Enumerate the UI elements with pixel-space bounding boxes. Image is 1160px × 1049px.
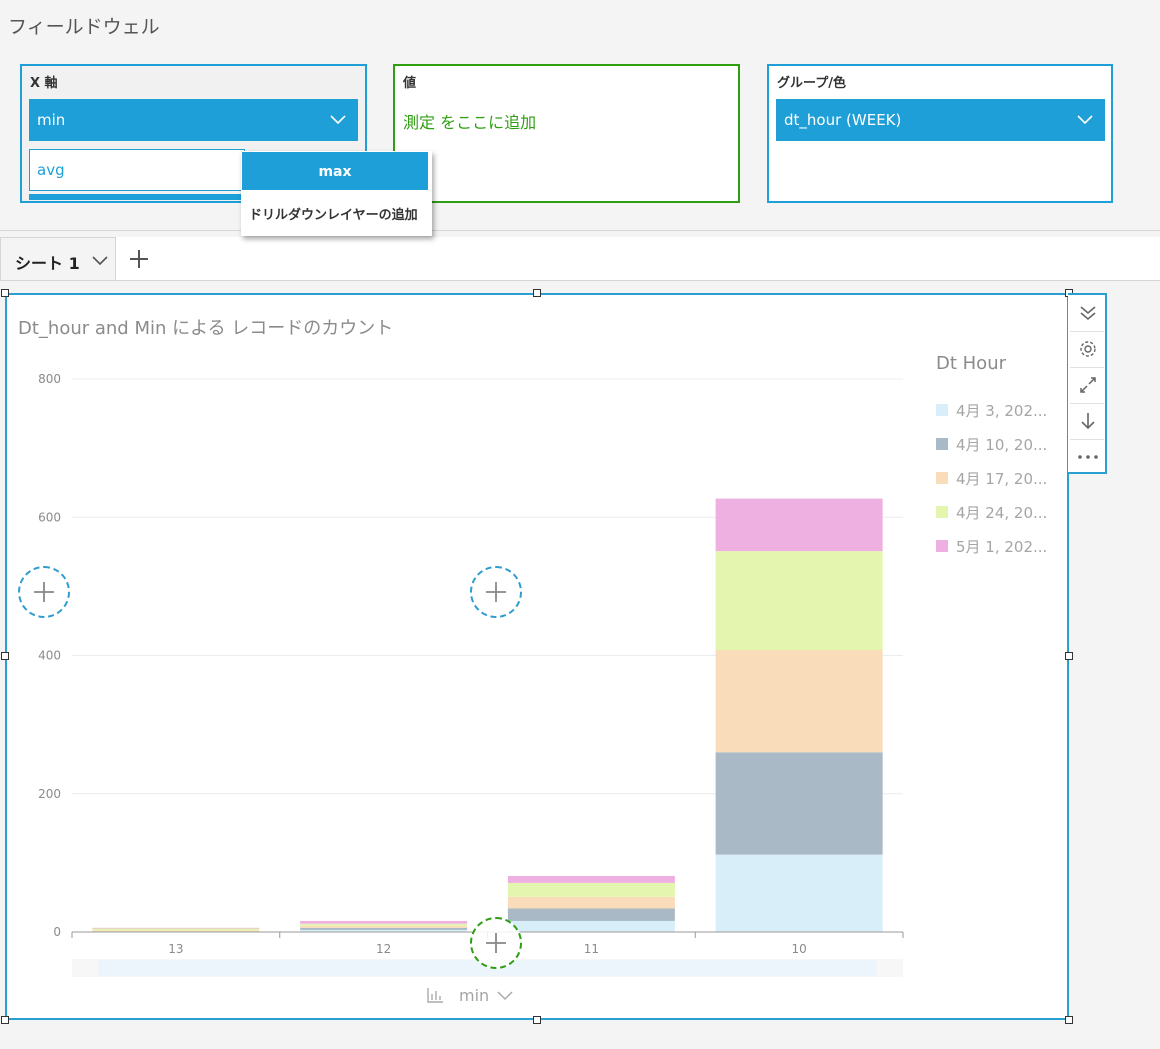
- resize-handle[interactable]: [1065, 652, 1073, 660]
- x-axis-field-indicator: [29, 194, 245, 200]
- x-tick-label: 13: [168, 942, 183, 956]
- resize-handle[interactable]: [1, 652, 9, 660]
- legend-label: 4月 10, 20...: [956, 435, 1048, 454]
- bar-segment: [92, 928, 260, 931]
- legend-item[interactable]: 4月 3, 202...: [936, 400, 1047, 420]
- resize-handle[interactable]: [1065, 1016, 1073, 1024]
- add-visual-left-icon[interactable]: [18, 566, 70, 618]
- legend-label: 4月 24, 20...: [956, 503, 1048, 522]
- value-well[interactable]: 値 測定 をここに追加: [393, 64, 740, 203]
- y-tick-label: 800: [38, 372, 61, 386]
- tab-label: シート 1: [15, 254, 80, 273]
- legend-swatch: [936, 540, 948, 552]
- x-axis-field-pill[interactable]: min: [29, 99, 358, 141]
- bar-segment: [507, 896, 675, 909]
- bar-segment: [300, 927, 468, 930]
- group-well-label: グループ/色: [777, 76, 846, 91]
- legend-label: 5月 1, 202...: [956, 537, 1048, 556]
- x-tick-label: 10: [791, 942, 806, 956]
- bar-segment: [507, 920, 675, 932]
- legend-swatch: [936, 438, 948, 450]
- tabbar-divider: [0, 230, 1160, 231]
- bar-segment: [715, 551, 883, 650]
- expand-icon[interactable]: [1072, 369, 1104, 401]
- gear-icon[interactable]: [1072, 333, 1104, 365]
- y-tick-label: 600: [38, 510, 61, 524]
- chevron-down-icon: [497, 991, 513, 1001]
- tabbar-background: [116, 237, 1160, 280]
- x-axis-secondary-field[interactable]: avg: [29, 149, 245, 191]
- chevron-down-icon[interactable]: [91, 252, 109, 268]
- add-visual-bottom-icon[interactable]: [470, 917, 522, 969]
- tab-sheet-1[interactable]: シート 1: [0, 237, 116, 280]
- x-axis-field-selector[interactable]: min: [425, 984, 513, 1006]
- legend-label: 4月 3, 202...: [956, 401, 1048, 420]
- x-tick-label: 12: [376, 942, 391, 956]
- chevron-down-icon[interactable]: [1077, 111, 1093, 127]
- bar-segment: [300, 929, 468, 932]
- sort-icon: [427, 988, 443, 1003]
- bar-segment: [507, 876, 675, 883]
- legend-item[interactable]: 5月 1, 202...: [936, 536, 1047, 556]
- chart-scrollbar-thumb[interactable]: [98, 960, 877, 976]
- bar-segment: [715, 854, 883, 932]
- collapse-icon[interactable]: [1072, 297, 1104, 329]
- x-tick-label: 11: [584, 942, 599, 956]
- bar-segment: [300, 925, 468, 928]
- resize-handle[interactable]: [533, 1016, 541, 1024]
- add-drill-down-layer-option[interactable]: ドリルダウンレイヤーの追加: [249, 208, 418, 223]
- visual-toolbar: [1068, 293, 1107, 474]
- resize-handle[interactable]: [1, 289, 9, 297]
- group-field-label: dt_hour (WEEK): [784, 111, 902, 129]
- bar-segment: [507, 882, 675, 897]
- dropdown-option-max[interactable]: max: [241, 151, 429, 191]
- legend-swatch: [936, 506, 948, 518]
- group-field-pill[interactable]: dt_hour (WEEK): [776, 99, 1105, 141]
- x-axis-well-label: X 軸: [30, 76, 58, 91]
- y-tick-label: 400: [38, 649, 61, 663]
- value-well-label: 値: [403, 76, 417, 91]
- more-options-icon[interactable]: [1072, 441, 1104, 473]
- bar-segment: [715, 649, 883, 753]
- add-sheet-icon[interactable]: [128, 248, 150, 270]
- chart-title[interactable]: Dt_hour and Min による レコードのカウント: [18, 318, 394, 339]
- y-tick-label: 0: [53, 925, 61, 939]
- value-well-placeholder: 測定 をここに追加: [403, 113, 537, 132]
- tabbar-bottom-border: [0, 280, 1160, 281]
- y-tick-label: 200: [38, 787, 61, 801]
- legend-item[interactable]: 4月 17, 20...: [936, 468, 1047, 488]
- resize-handle[interactable]: [1, 1016, 9, 1024]
- download-icon[interactable]: [1072, 405, 1104, 437]
- bar-segment: [300, 923, 468, 926]
- x-axis-footer-label: min: [459, 985, 490, 1005]
- bar-segment: [300, 920, 468, 924]
- resize-handle[interactable]: [533, 289, 541, 297]
- chevron-down-icon[interactable]: [330, 111, 346, 127]
- legend-swatch: [936, 404, 948, 416]
- add-visual-center-icon[interactable]: [470, 566, 522, 618]
- x-axis-field-label: min: [37, 111, 66, 129]
- field-dropdown-menu: max ドリルダウンレイヤーの追加: [241, 151, 432, 236]
- bar-segment: [92, 930, 260, 932]
- legend-item[interactable]: 4月 10, 20...: [936, 434, 1047, 454]
- bar-segment: [715, 498, 883, 552]
- legend-title: Dt Hour: [936, 353, 1006, 374]
- group-well[interactable]: グループ/色 dt_hour (WEEK): [767, 64, 1113, 203]
- bar-segment: [715, 752, 883, 855]
- field-wells-title: フィールドウェル: [8, 16, 160, 38]
- legend-label: 4月 17, 20...: [956, 469, 1048, 488]
- bar-segment: [507, 908, 675, 921]
- legend-item[interactable]: 4月 24, 20...: [936, 502, 1047, 522]
- legend-swatch: [936, 472, 948, 484]
- bar-segment: [92, 927, 260, 929]
